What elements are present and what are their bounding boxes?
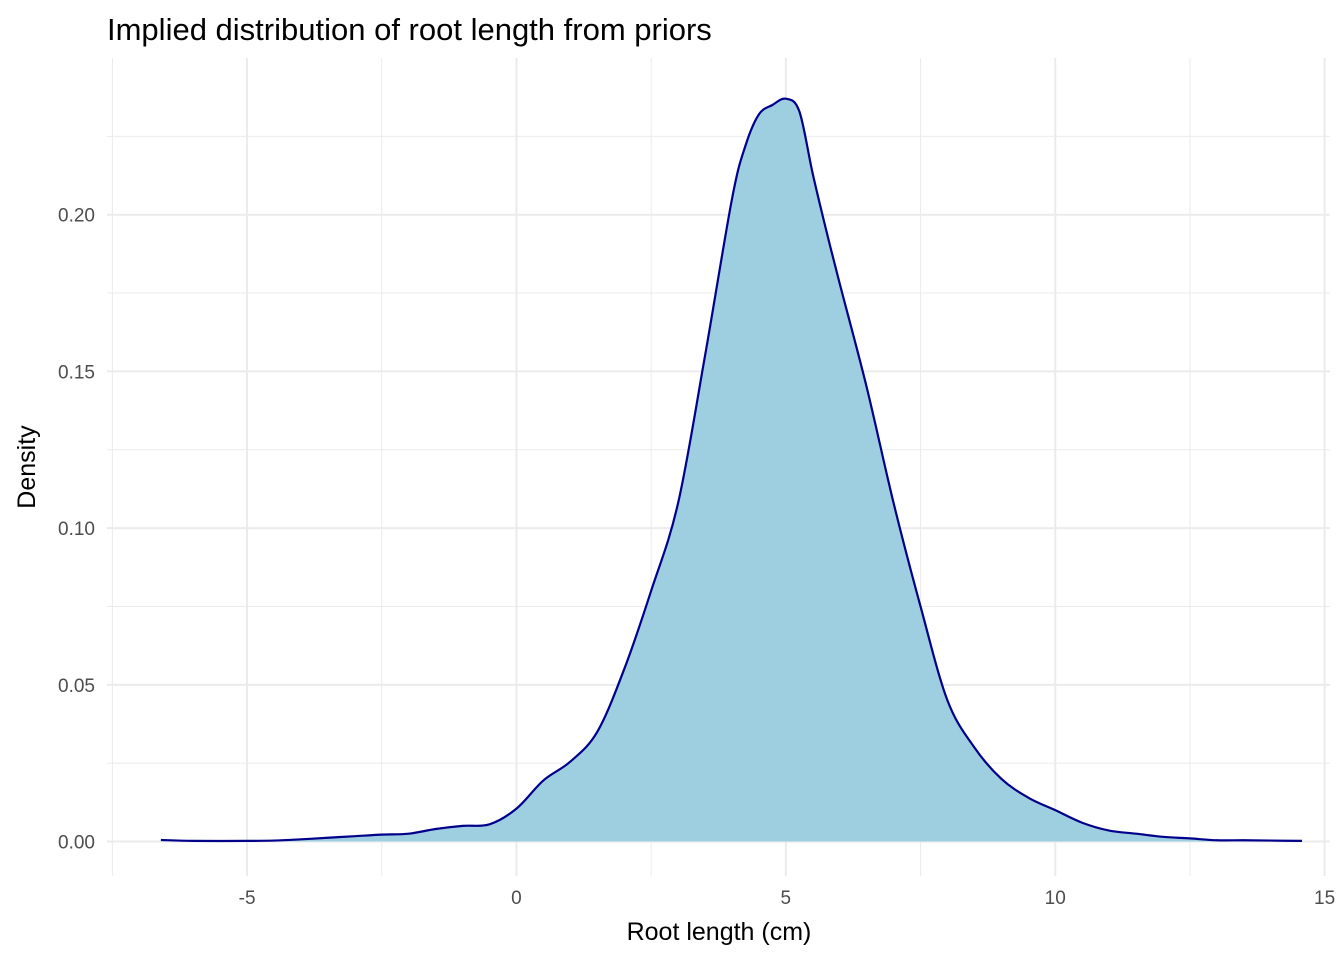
y-tick-label: 0.10 (58, 519, 95, 540)
x-tick-label: 5 (781, 888, 792, 909)
x-axis-title: Root length (cm) (627, 918, 812, 946)
y-axis-ticks: 0.00 0.05 0.10 0.15 0.20 (58, 206, 95, 854)
y-tick-label: 0.00 (58, 833, 95, 854)
density-series (160, 97, 1302, 843)
x-tick-label: 0 (511, 888, 522, 909)
x-tick-label: -5 (239, 888, 256, 909)
y-tick-label: 0.20 (58, 206, 95, 227)
y-tick-label: 0.15 (58, 362, 95, 383)
x-tick-label: 15 (1314, 888, 1335, 909)
density-line (160, 97, 1302, 843)
x-axis-ticks: -5 0 5 10 15 (239, 888, 1336, 909)
y-tick-label: 0.05 (58, 676, 95, 697)
chart-title: Implied distribution of root length from… (107, 12, 712, 47)
x-tick-label: 10 (1045, 888, 1066, 909)
y-axis-title: Density (13, 425, 41, 509)
density-area (160, 98, 1302, 842)
